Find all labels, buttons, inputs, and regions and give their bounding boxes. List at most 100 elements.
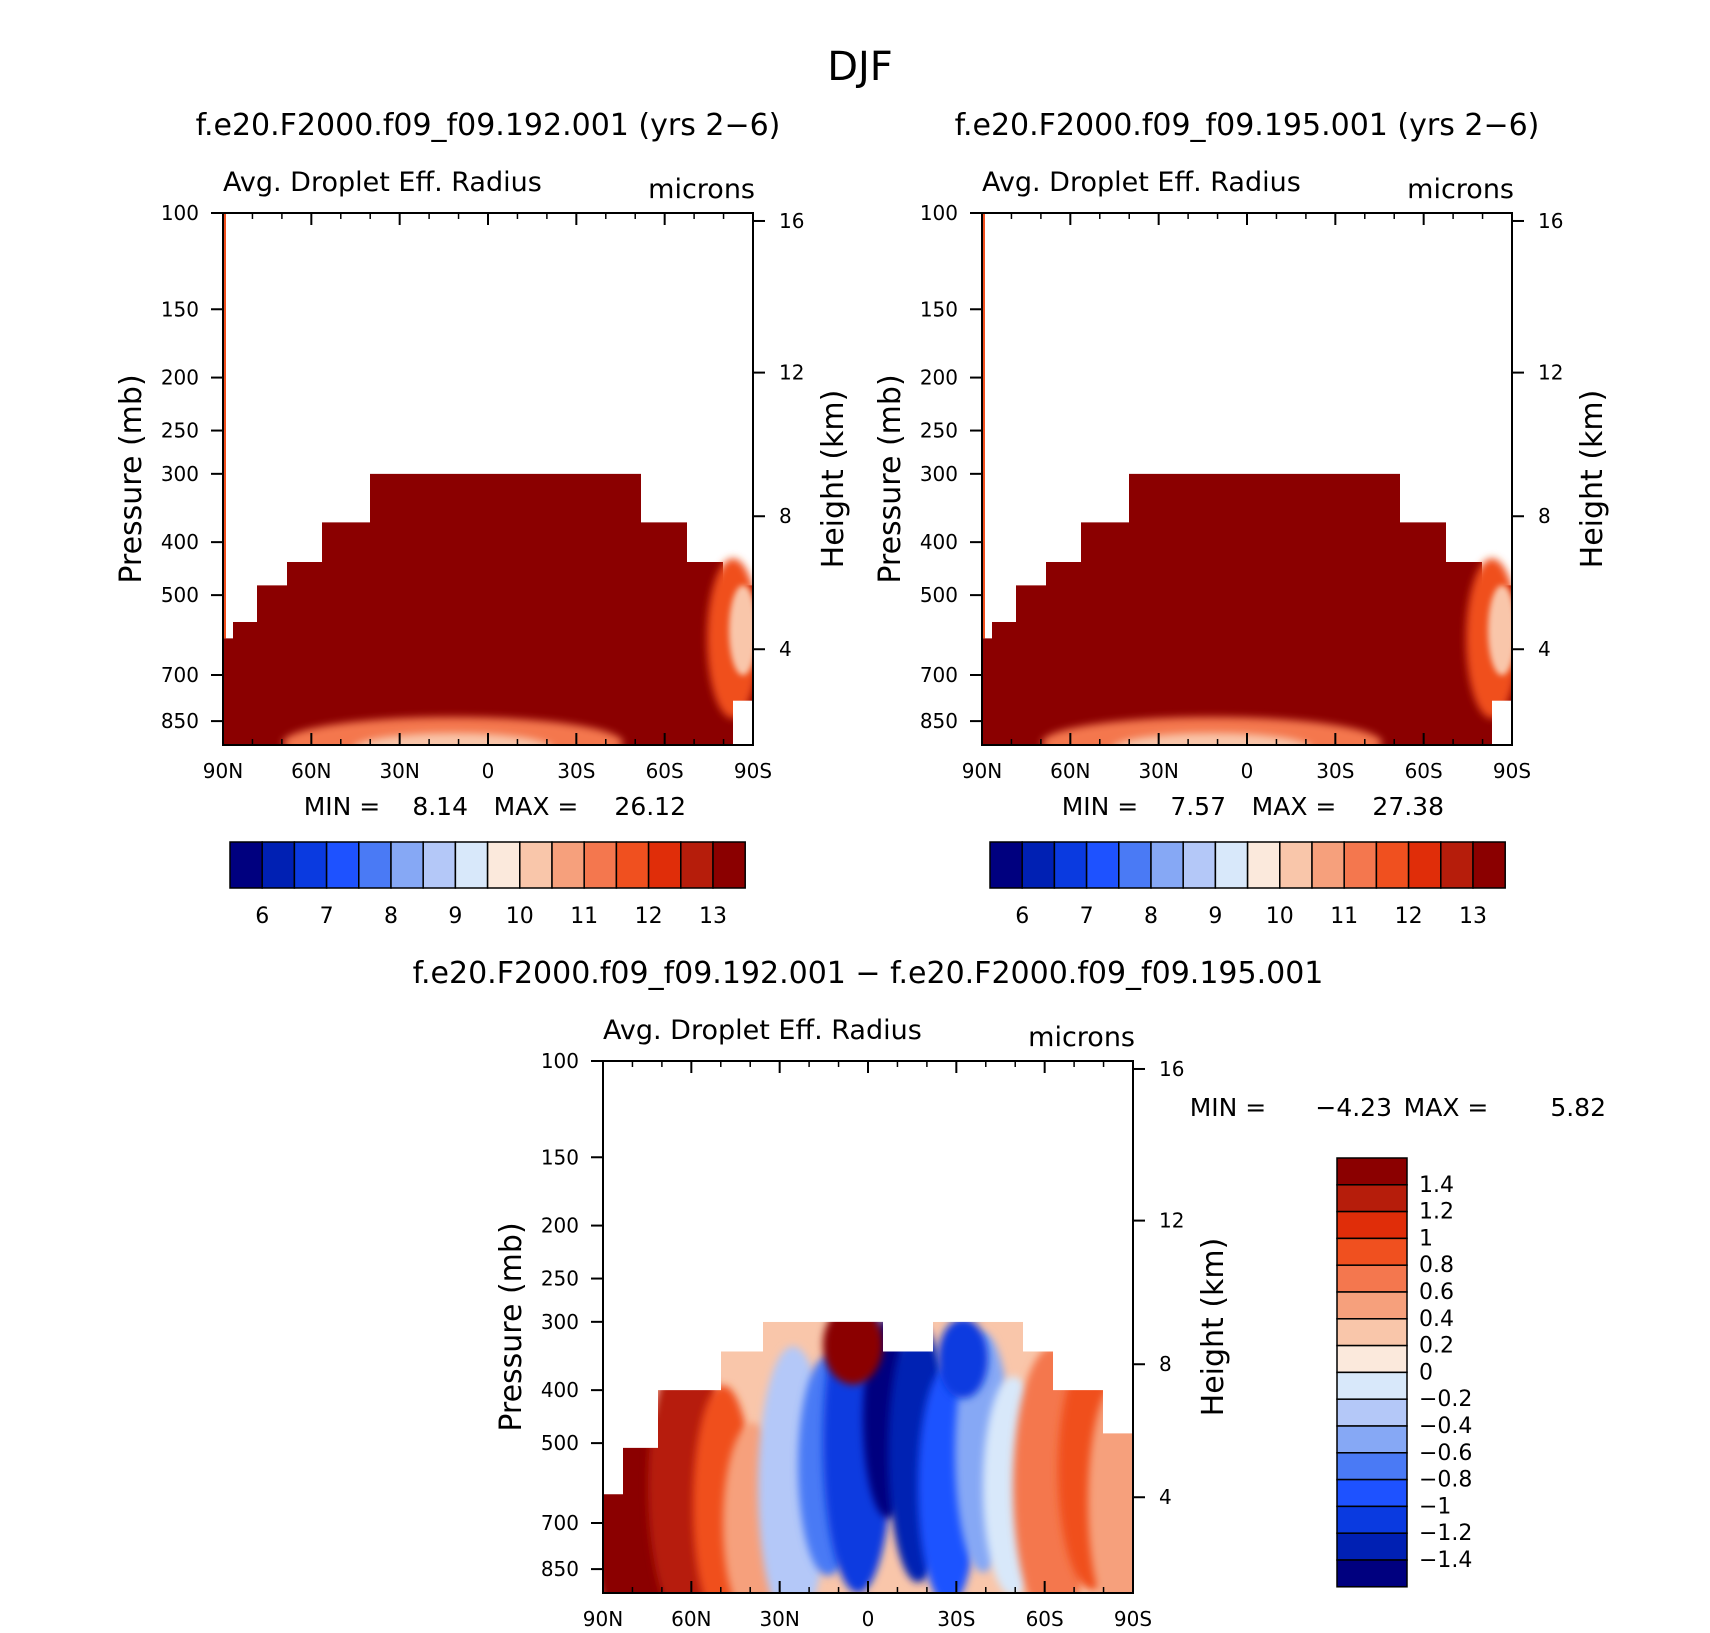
y-tick-label: 400 [920,530,958,554]
colorbar-swatch [1336,1264,1408,1293]
field-blob [823,1304,883,1385]
colorbar-swatch [1336,1478,1408,1508]
colorbar-label: 7 [320,904,334,929]
colorbar-label: 1 [1419,1226,1433,1251]
colorbar-label: 1.4 [1419,1173,1454,1198]
colorbar-swatch [680,841,714,889]
colorbar-swatch [325,841,360,889]
colorbar-swatch [1150,841,1184,889]
colorbar-label: −0.8 [1419,1468,1472,1493]
colorbar-swatch [293,841,328,889]
panel-title: f.e20.F2000.f09_f09.192.001 (yrs 2−6) [196,108,781,143]
colorbar-swatch [1336,1371,1408,1400]
max-value: 27.38 [1372,792,1444,821]
colorbar-label: 6 [1015,904,1029,929]
y-tick-label: 100 [161,201,199,225]
colorbar-label: 13 [1459,904,1487,929]
x-tick-label: 30N [1138,759,1178,783]
panel-title: f.e20.F2000.f09_f09.195.001 (yrs 2−6) [955,108,1540,143]
min-label: MIN = [304,792,381,821]
colorbar-swatch [1440,841,1474,889]
colorbar-swatch [1336,1237,1408,1266]
y-tick-label: 250 [920,419,958,443]
min-value: −4.23 [1315,1093,1392,1122]
field-surface-core [356,733,550,745]
colorbar-swatch [1279,841,1313,889]
y-tick-label: 400 [161,530,199,554]
colorbar-swatch [1375,841,1410,889]
x-tick-label: 60S [1405,759,1443,783]
field-blob [938,1318,988,1399]
x-tick-label: 90S [734,759,772,783]
colorbar-label: 0.2 [1419,1334,1454,1359]
x-tick-label: 90N [962,759,1002,783]
field-name: Avg. Droplet Eff. Radius [603,1015,922,1046]
y-axis-label: Pressure (mb) [494,1222,529,1431]
min-label: MIN = [1190,1093,1267,1122]
field-name: Avg. Droplet Eff. Radius [982,167,1301,198]
y-tick-label: 150 [161,297,199,321]
x-tick-label: 90S [1493,759,1531,783]
field-edge [982,213,985,639]
colorbar-swatch [1085,841,1120,889]
colorbar-swatch [1336,1344,1408,1374]
colorbar-swatch [1336,1184,1408,1213]
y-tick-label: 250 [541,1267,579,1291]
y-tick-label: 400 [541,1378,579,1402]
colorbar-label: −1.4 [1419,1548,1472,1573]
max-label: MAX = [1404,1093,1489,1122]
field-surface-core [1115,733,1309,745]
field-surface-bump [1042,717,1382,745]
panel-title: f.e20.F2000.f09_f09.192.001 − f.e20.F200… [413,956,1324,991]
colorbar-swatch [1214,841,1249,889]
y-tick-label: 700 [920,663,958,687]
colorbar-label: 11 [570,904,598,929]
max-label: MAX = [494,792,579,821]
colorbar-swatch [1336,1157,1408,1186]
y-tick-label: 150 [541,1145,579,1169]
colorbar-label: 10 [506,904,534,929]
colorbar-swatch [358,841,392,889]
colorbar-label: 8 [384,904,398,929]
colorbar-swatch [1336,1318,1408,1347]
page-title: DJF [827,44,893,90]
colorbar-swatch [1246,841,1281,889]
y-tick-label: 700 [541,1511,579,1535]
y2-axis-label: Height (km) [1575,390,1610,569]
field-blob [1088,1381,1133,1593]
x-tick-label: 0 [1241,759,1254,783]
y-tick-label: 300 [161,462,199,486]
colorbar-label: 9 [1208,904,1222,929]
max-label: MAX = [1252,792,1337,821]
y2-tick-label: 4 [779,637,792,661]
min-value: 7.57 [1170,792,1226,821]
colorbar-label: −1.2 [1419,1521,1472,1546]
field-region-max [982,473,1512,745]
y2-axis-label: Height (km) [1196,1238,1231,1417]
y2-tick-label: 12 [1159,1209,1184,1233]
colorbar-label: 7 [1080,904,1094,929]
colorbar-swatch [454,841,489,889]
y-tick-label: 200 [541,1214,579,1238]
y-tick-label: 250 [161,419,199,443]
y-tick-label: 100 [920,201,958,225]
y-tick-label: 300 [920,462,958,486]
colorbar-swatch [712,841,746,889]
colorbar-swatch [1343,841,1378,889]
field-plot [603,1061,1133,1593]
colorbar-swatch [1311,841,1345,889]
x-tick-label: 30S [1316,759,1354,783]
field-plot [982,213,1512,745]
y2-tick-label: 12 [779,361,804,385]
x-tick-label: 0 [862,1607,875,1631]
panel-b: f.e20.F2000.f09_f09.195.001 (yrs 2−6) Avg… [873,108,1610,929]
colorbar-swatch [1336,1559,1408,1588]
y2-tick-label: 16 [1159,1057,1184,1081]
colorbar-swatch [1336,1210,1408,1240]
colorbar-swatch [1336,1505,1408,1534]
colorbar-swatch [1182,841,1217,889]
y-tick-label: 200 [161,366,199,390]
colorbar-label: −0.2 [1419,1387,1472,1412]
colorbar-label: −0.4 [1419,1414,1472,1439]
colorbar-label: 6 [255,904,269,929]
